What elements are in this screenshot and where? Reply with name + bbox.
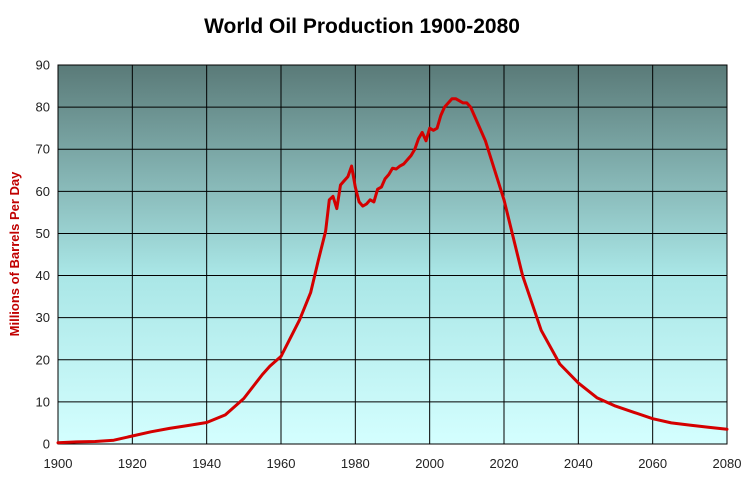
- y-tick-label: 50: [36, 226, 50, 241]
- plot-border: [57, 64, 728, 445]
- gridlines: [57, 64, 728, 445]
- tick-labels: 0 10 20 30 40 50 60 70 80 90 1900 1920 1940 1960 1980 2…: [36, 58, 742, 472]
- x-tick-label: 1980: [341, 456, 370, 471]
- x-tick-label: 2000: [415, 456, 444, 471]
- y-tick-label: 0: [43, 437, 50, 452]
- plot-area: [58, 65, 727, 444]
- x-tick-label: 2080: [713, 456, 742, 471]
- y-tick-label: 60: [36, 184, 50, 199]
- y-tick-label: 40: [36, 268, 50, 283]
- x-tick-label: 1960: [267, 456, 296, 471]
- y-tick-label: 30: [36, 310, 50, 325]
- y-tick-label: 80: [36, 100, 50, 115]
- x-tick-label: 1920: [118, 456, 147, 471]
- series-layer: [56, 97, 729, 445]
- x-tick-label: 2060: [638, 456, 667, 471]
- chart-title: World Oil Production 1900-2080: [204, 15, 520, 38]
- y-tick-label: 70: [36, 142, 50, 157]
- x-tick-label: 2040: [564, 456, 593, 471]
- x-tick-label: 2020: [490, 456, 519, 471]
- y-tick-label: 90: [36, 58, 50, 73]
- x-tick-label: 1940: [192, 456, 221, 471]
- x-tick-label: 1900: [44, 456, 73, 471]
- series-line-oil-production: [56, 97, 729, 445]
- y-tick-label: 20: [36, 352, 50, 367]
- y-axis-label: Millions of Barrels Per Day: [7, 171, 22, 336]
- y-tick-label: 10: [36, 394, 50, 409]
